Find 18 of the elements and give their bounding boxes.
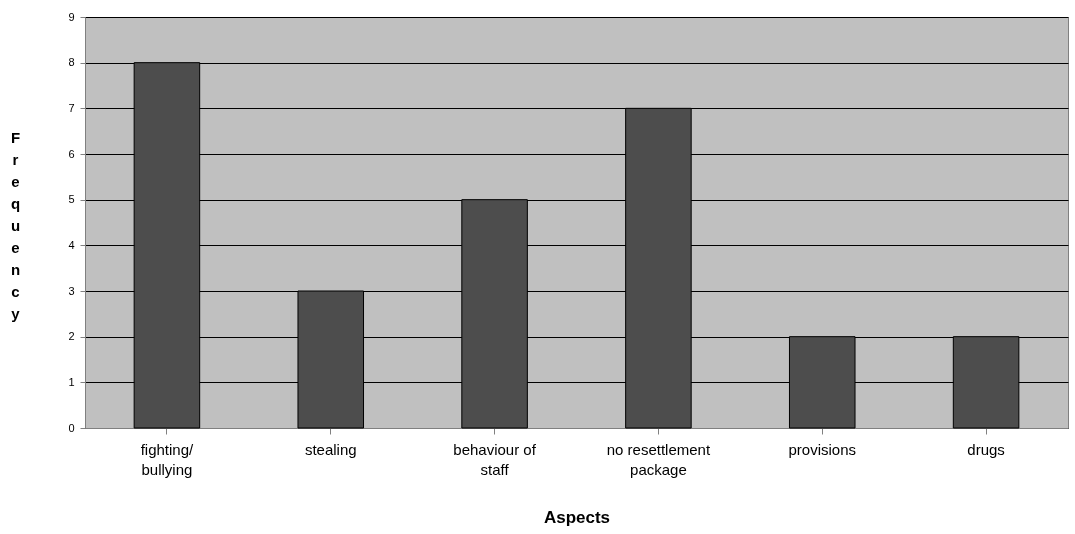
x-tick-label: behaviour of staff <box>453 440 537 478</box>
x-tick-label: provisions <box>788 440 857 458</box>
text: Frequency <box>10 128 21 322</box>
y-tick-label: 2 <box>68 330 75 343</box>
x-tick-label: no resettlement package <box>606 440 711 478</box>
y-tick-label: 1 <box>68 375 75 388</box>
x-tick-label: stealing <box>304 440 357 458</box>
y-tick-label: 8 <box>68 56 75 69</box>
y-tick-label: 9 <box>68 10 75 23</box>
y-tick-label: 4 <box>68 238 75 251</box>
y-tick-label: 3 <box>68 284 75 297</box>
x-axis-title: Aspects <box>543 507 611 527</box>
y-tick-label: 7 <box>68 101 75 114</box>
x-tick-label: drugs <box>967 440 1005 458</box>
y-tick-label: 5 <box>68 193 75 206</box>
y-tick-label: 6 <box>68 147 75 160</box>
y-tick-label: 0 <box>68 421 75 434</box>
x-tick-label: fighting/ bullying <box>140 440 195 478</box>
